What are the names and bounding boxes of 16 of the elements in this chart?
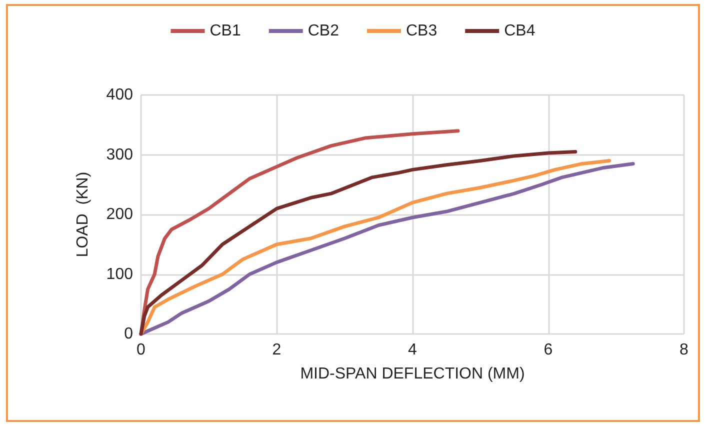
y-tick-label: 200 (106, 206, 134, 223)
legend-label: CB4 (504, 22, 536, 40)
legend-label: CB3 (406, 22, 438, 40)
x-tick-label: 4 (408, 342, 418, 358)
legend-label: CB2 (308, 22, 340, 40)
y-tick-label: 0 (124, 326, 134, 342)
legend-label: CB1 (210, 22, 241, 40)
y-axis-title: LOAD (KN) (74, 172, 92, 258)
x-tick-label: 2 (272, 342, 282, 358)
y-tick-label: 300 (106, 146, 134, 164)
x-axis-title: MID-SPAN DEFLECTION (MM) (300, 366, 525, 382)
y-tick-label: 400 (106, 86, 134, 104)
x-tick-label: 6 (544, 342, 553, 358)
y-tick-label: 100 (106, 266, 134, 283)
x-tick-label: 8 (680, 342, 689, 358)
x-tick-label: 0 (136, 342, 146, 358)
